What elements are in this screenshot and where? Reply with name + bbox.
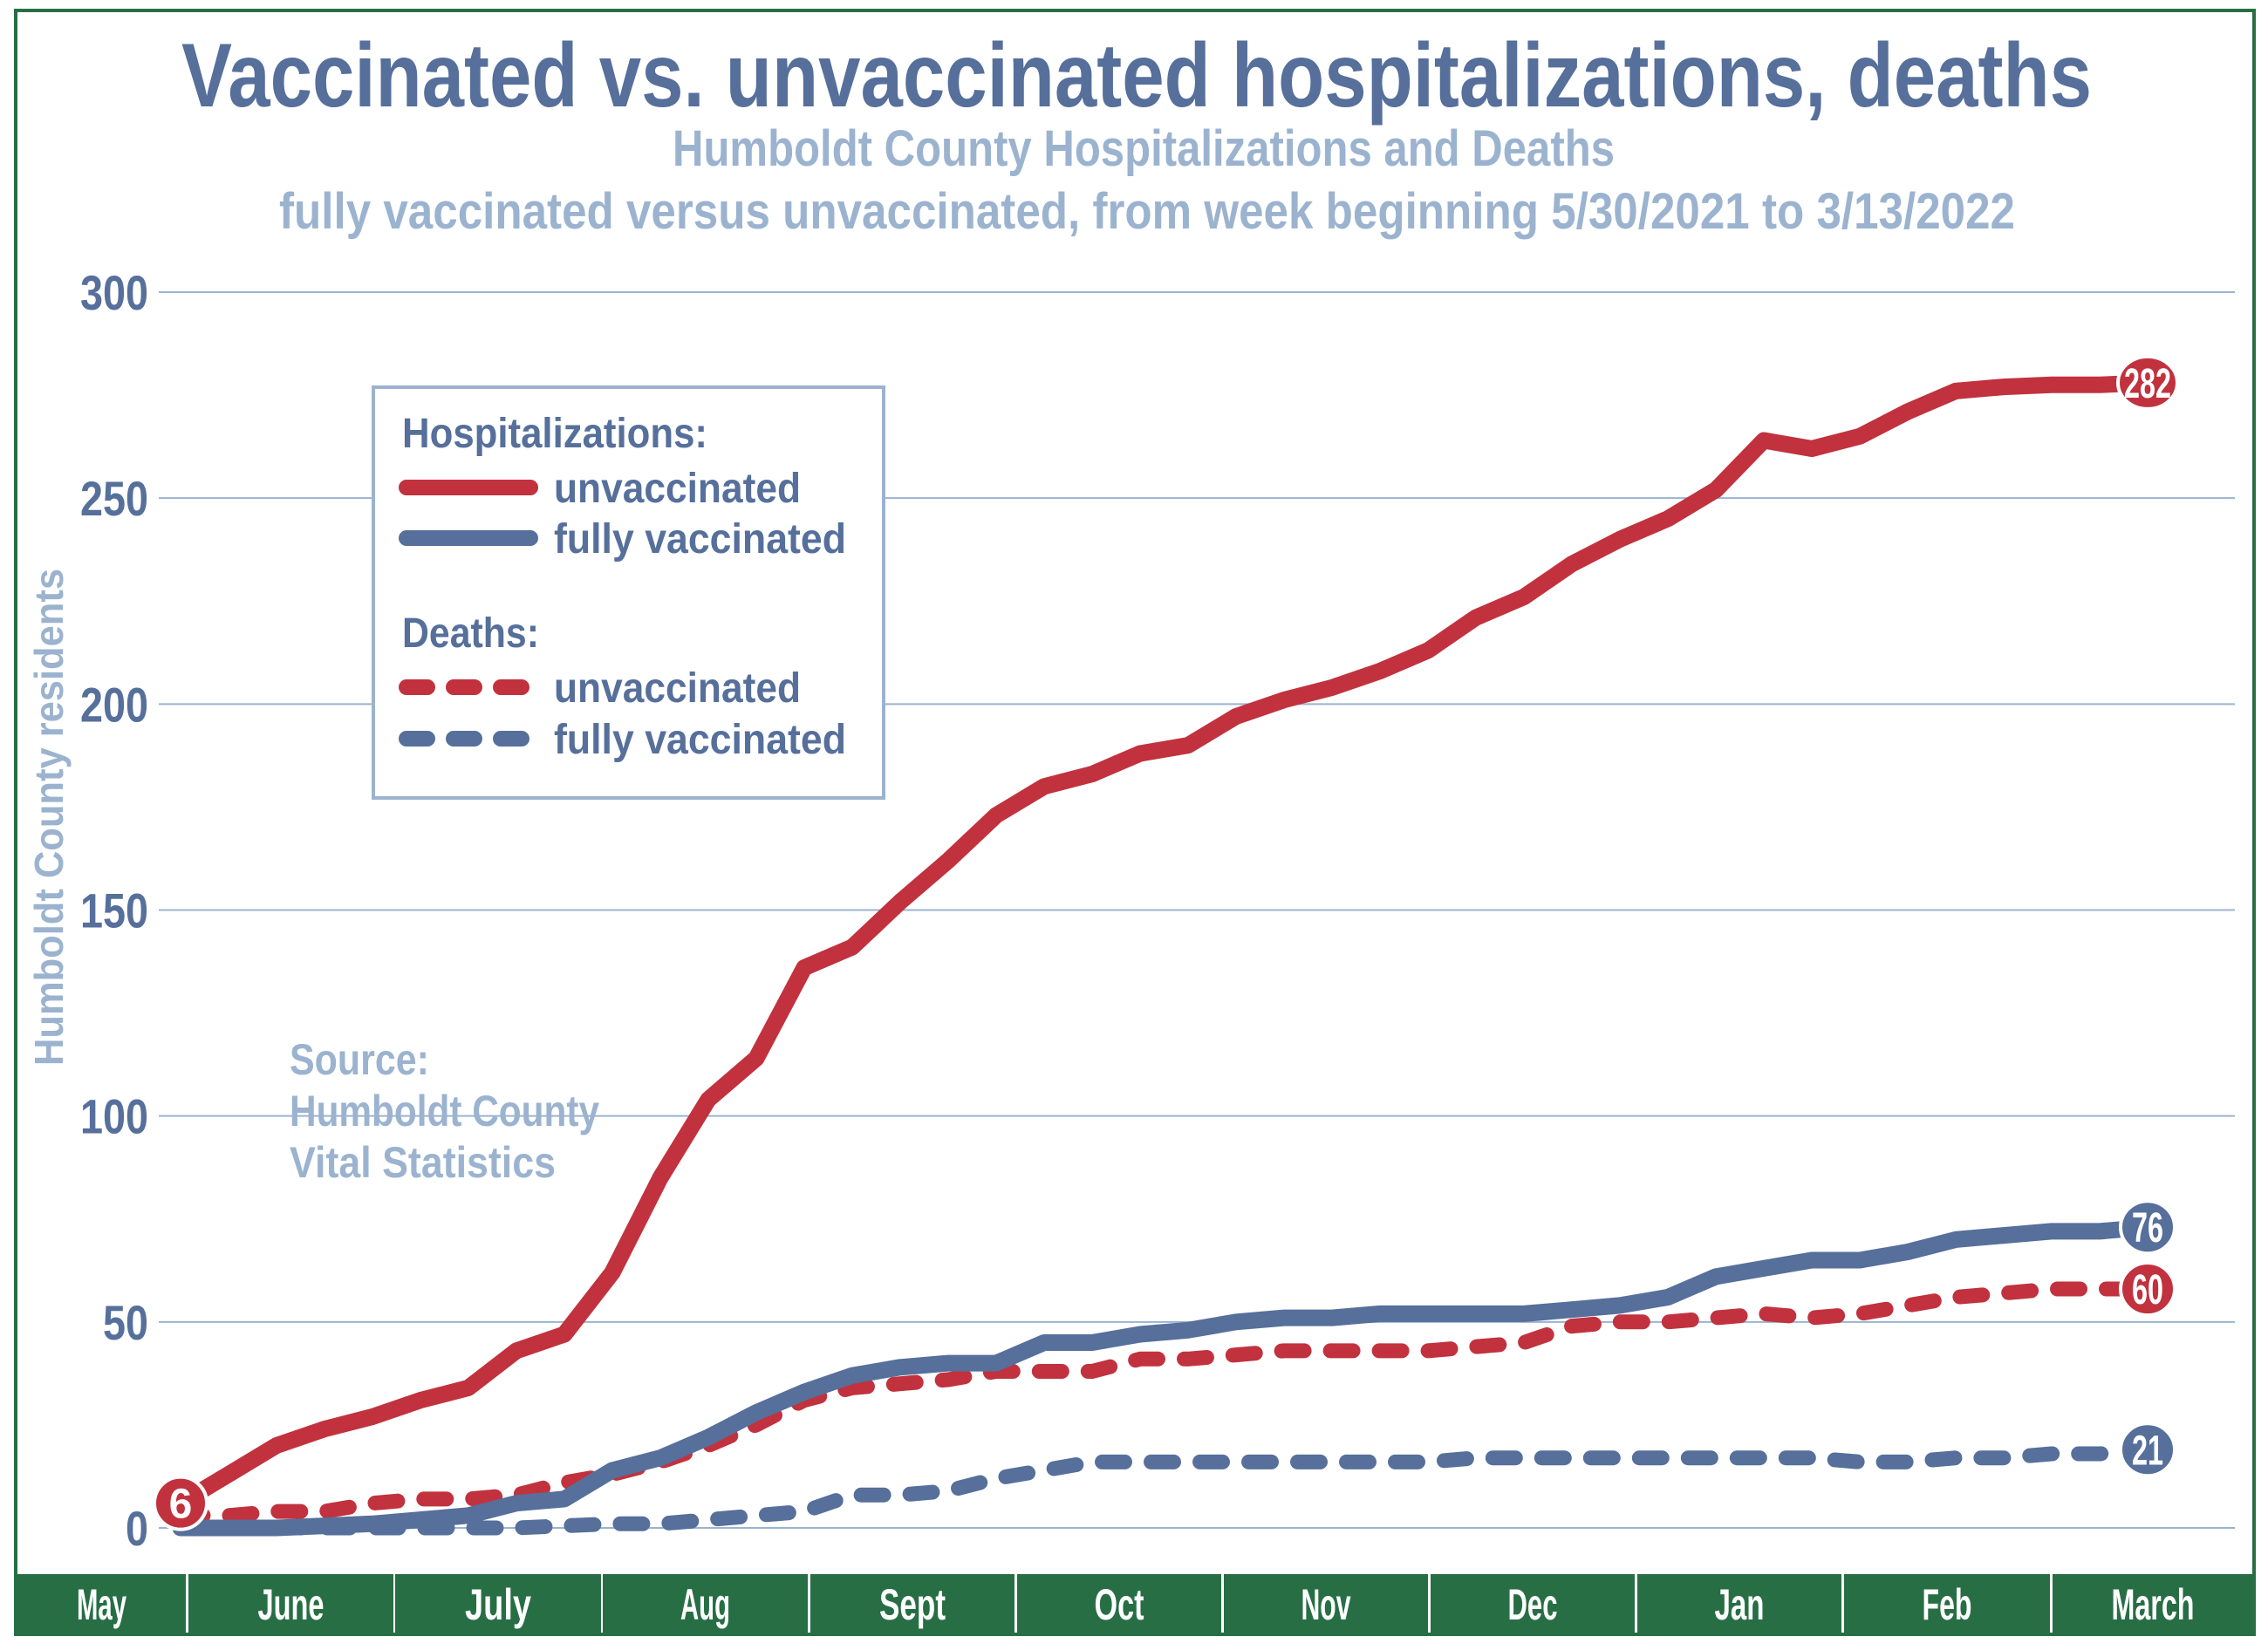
month-cell (603, 1574, 808, 1633)
y-axis-label: Humboldt County residents (26, 569, 72, 1066)
legend-box (372, 385, 885, 800)
y-tick-label: 50 (103, 1295, 148, 1350)
month-cell (1431, 1574, 1635, 1633)
source-annotation: Vital Statistics (290, 1138, 556, 1187)
month-label: Oct (1095, 1580, 1144, 1629)
legend-label: unvaccinated (554, 665, 801, 712)
chart-subtitle-2: fully vaccinated versus unvaccinated, fr… (279, 183, 2015, 240)
month-label: Sept (879, 1580, 946, 1629)
legend-label: fully vaccinated (554, 717, 846, 763)
month-label: Jan (1715, 1580, 1765, 1629)
month-cell (1844, 1574, 2050, 1633)
month-cell (17, 1574, 186, 1633)
source-annotation: Source: (290, 1035, 429, 1084)
series-line-deaths-unvaccinated (173, 1281, 2155, 1524)
start-value-label: 6 (169, 1482, 193, 1528)
month-label: March (2112, 1580, 2195, 1629)
legend: Hospitalizations:Deaths:unvaccinatedfull… (372, 385, 885, 800)
y-tick-label: 250 (80, 471, 148, 526)
month-label: Feb (1923, 1580, 1972, 1629)
end-value-marker (2119, 1199, 2176, 1256)
series-line-deaths-fully-vaccinated (173, 1442, 2155, 1536)
month-cell (1224, 1574, 1428, 1633)
start-value-marker (153, 1475, 208, 1531)
y-tick-label: 150 (80, 883, 148, 938)
series-line-hospitalizations-unvaccinated (172, 374, 2156, 1512)
month-label: July (465, 1580, 531, 1629)
chart-subtitle: Humboldt County Hospitalizations and Dea… (673, 120, 1615, 177)
month-cell (1637, 1574, 1841, 1633)
legend-label: fully vaccinated (554, 516, 846, 562)
end-value-marker (2119, 1422, 2176, 1478)
legend-label: unvaccinated (554, 466, 801, 512)
end-value-label: 21 (2132, 1428, 2163, 1474)
month-label: Aug (680, 1580, 730, 1629)
source-annotation: Humboldt County (290, 1087, 599, 1135)
end-value-label: 76 (2132, 1205, 2163, 1251)
series-line-hospitalizations-fully-vaccinated (172, 1218, 2156, 1537)
chart-frame (14, 9, 2256, 1636)
y-tick-label: 0 (126, 1501, 148, 1556)
end-value-label: 282 (2124, 361, 2171, 407)
month-cell (810, 1574, 1014, 1633)
legend-header-deaths: Deaths: (402, 610, 539, 657)
chart-title: Vaccinated vs. unvaccinated hospitalizat… (181, 25, 2092, 126)
month-cell (188, 1574, 393, 1633)
month-cell (1017, 1574, 1221, 1633)
month-cell (2053, 1574, 2253, 1633)
end-value-label: 60 (2132, 1267, 2163, 1313)
month-label: Nov (1301, 1580, 1351, 1629)
y-tick-label: 200 (80, 677, 148, 732)
month-cell (395, 1574, 601, 1633)
month-label: May (77, 1580, 126, 1629)
y-tick-label: 300 (80, 265, 148, 320)
month-label: Dec (1508, 1580, 1558, 1629)
legend-header-hospitalizations: Hospitalizations: (402, 411, 707, 457)
end-value-marker (2116, 354, 2179, 411)
y-tick-label: 100 (80, 1089, 148, 1144)
month-label: June (258, 1580, 324, 1629)
end-value-marker (2119, 1261, 2176, 1318)
